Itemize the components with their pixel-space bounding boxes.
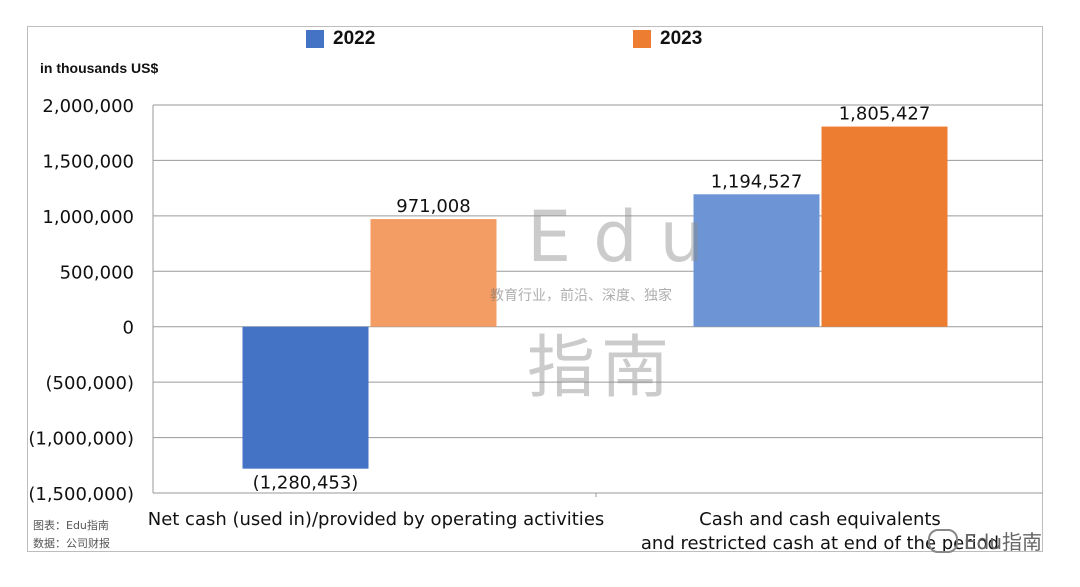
watermark-tagline: 教育行业，前沿、深度、独家 xyxy=(490,288,672,304)
chart-frame xyxy=(27,26,1043,552)
y-tick-label: 1,500,000 xyxy=(42,151,134,172)
y-tick-label: (1,500,000) xyxy=(28,484,134,505)
y-tick-label: 0 xyxy=(123,318,134,339)
wechat-icon xyxy=(927,528,958,553)
legend-label-2022: 2022 xyxy=(333,28,376,49)
footer-watermark-text: Edu指南 xyxy=(963,530,1042,554)
chart-credit: 图表：Edu指南 xyxy=(33,519,109,532)
data-label-2022-0: (1,280,453) xyxy=(253,473,359,494)
y-tick-label: 1,000,000 xyxy=(42,207,134,228)
unit-label: in thousands US$ xyxy=(40,60,159,76)
data-source: 数据：公司财报 xyxy=(33,537,110,550)
footer-watermark: Edu指南 xyxy=(927,526,1042,555)
data-label-2022-1: 1,194,527 xyxy=(711,171,803,192)
legend-swatch-2022 xyxy=(306,30,324,48)
bar-2022-0 xyxy=(242,326,369,469)
legend-swatch-2023 xyxy=(633,30,651,48)
legend-item-2023: 2023 xyxy=(633,28,702,50)
bar-2023-1 xyxy=(821,126,948,327)
bar-2022-1 xyxy=(693,194,820,327)
data-label-2023-1: 1,805,427 xyxy=(839,104,931,125)
data-label-2023-0: 971,008 xyxy=(396,196,470,217)
legend-label-2023: 2023 xyxy=(660,28,703,49)
x-category-label: Cash and cash equivalents xyxy=(699,509,941,530)
watermark-brand-cn: 指南 xyxy=(527,329,676,408)
y-tick-label: 2,000,000 xyxy=(42,96,134,117)
watermark-brand: Edu xyxy=(527,196,727,278)
y-tick-label: (500,000) xyxy=(46,373,134,394)
legend-item-2022: 2022 xyxy=(306,28,375,50)
bar-2023-0 xyxy=(370,219,497,327)
x-category-label: Net cash (used in)/provided by operating… xyxy=(148,509,605,530)
y-tick-label: (1,000,000) xyxy=(28,429,134,450)
x-category-label: and restricted cash at end of the period xyxy=(641,533,999,554)
y-tick-label: 500,000 xyxy=(60,262,134,283)
